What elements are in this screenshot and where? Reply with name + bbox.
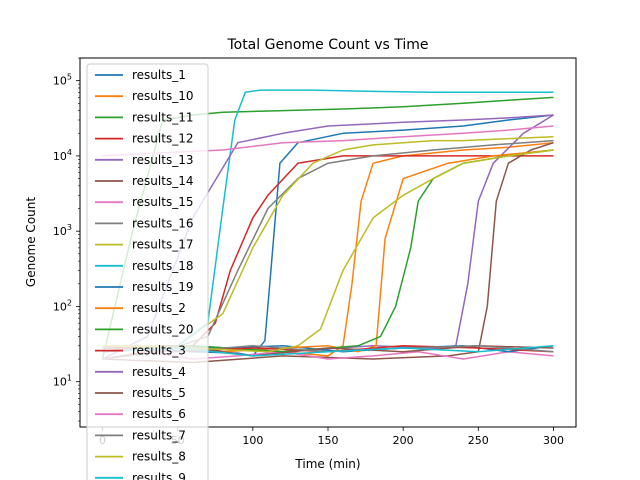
y-tick-label: 105 [53, 73, 72, 88]
legend: results_1 results_10 results_11 results_12r… [86, 63, 209, 480]
legend-label: results_14 [132, 174, 193, 188]
legend-label: results_9 [132, 471, 186, 480]
legend-label: results_17 [132, 238, 193, 252]
legend-label: results_15 [132, 195, 193, 209]
legend-label: results_19 [132, 280, 193, 294]
legend-label: results_20 [132, 322, 193, 336]
x-tick-label: 300 [543, 434, 564, 447]
chart-title: Total Genome Count vs Time [226, 37, 428, 53]
y-tick-label: 102 [53, 298, 72, 313]
legend-box [86, 63, 209, 480]
legend-label: results_7 [132, 428, 186, 442]
legend-label: results_11 [132, 110, 193, 124]
x-tick-label: 200 [393, 434, 414, 447]
y-tick-label: 104 [53, 148, 72, 163]
y-axis: 101 102 103 104 105 [53, 57, 80, 422]
legend-label: results_12 [132, 132, 193, 146]
legend-label: results_6 [132, 407, 186, 421]
legend-label: results_2 [132, 301, 186, 315]
x-tick-label: 250 [468, 434, 489, 447]
y-axis-label: Genome Count [24, 197, 38, 287]
legend-label: results_10 [132, 89, 193, 103]
legend-label: results_3 [132, 344, 186, 358]
legend-label: results_8 [132, 450, 186, 464]
series-line-results-8 [102, 149, 554, 353]
legend-label: results_4 [132, 365, 186, 379]
legend-label: results_5 [132, 386, 186, 400]
y-tick-label: 101 [53, 374, 72, 389]
legend-label: results_13 [132, 153, 193, 167]
x-tick-label: 150 [318, 434, 339, 447]
y-tick-label: 103 [53, 223, 72, 238]
legend-label: results_18 [132, 259, 193, 273]
x-tick-label: 100 [242, 434, 263, 447]
x-axis-label: Time (min) [294, 457, 360, 471]
series-line-results-17 [102, 135, 554, 347]
legend-label: results_16 [132, 216, 193, 230]
legend-label: results_1 [132, 68, 186, 82]
